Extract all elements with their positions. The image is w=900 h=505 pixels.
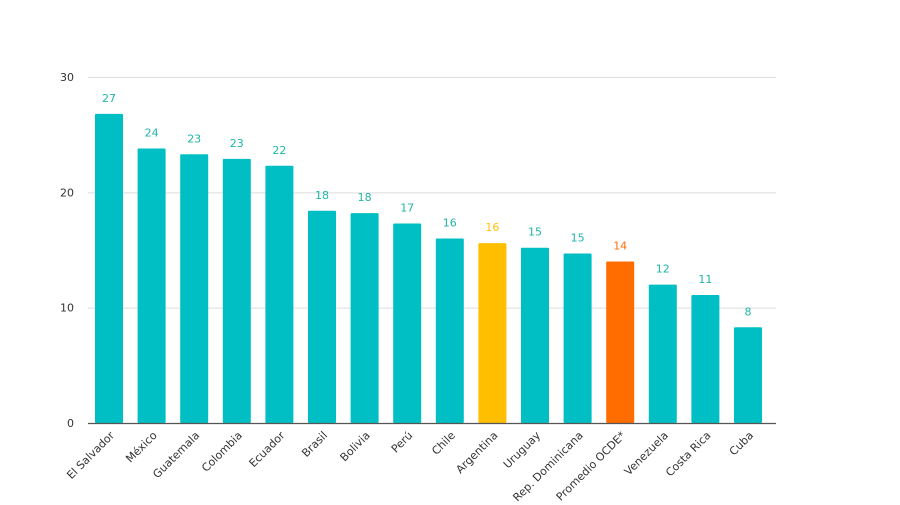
x-tick-label: Bolivia	[338, 429, 373, 464]
x-tick-label: El Salvador	[64, 429, 117, 482]
data-label: 14	[613, 240, 627, 253]
x-tick-label: Argentina	[453, 429, 500, 476]
data-label: 15	[571, 231, 585, 244]
y-tick-label: 0	[67, 417, 74, 430]
x-tick-label: Ecuador	[247, 429, 288, 470]
data-label: 12	[656, 263, 670, 276]
data-label: 18	[358, 191, 372, 204]
data-label: 15	[528, 226, 542, 239]
data-label: 16	[485, 221, 499, 234]
y-tick-label: 20	[60, 186, 74, 199]
x-tick-label: Brasil	[299, 429, 330, 460]
x-tick-label: Costa Rica	[663, 429, 713, 479]
bar-uruguay	[521, 247, 549, 423]
bar-guatemala	[180, 154, 209, 424]
x-tick-label: Colombia	[199, 429, 245, 475]
x-tick-label: Cuba	[727, 429, 756, 458]
bar-brasil	[308, 210, 336, 423]
x-tick-label: Chile	[429, 429, 458, 458]
data-label: 22	[272, 144, 286, 157]
bar-costa-rica	[691, 294, 720, 423]
data-label: 18	[315, 189, 329, 202]
bar-m-xico	[137, 148, 166, 424]
bar-colombia	[222, 158, 251, 424]
x-tick-label: Uruguay	[501, 429, 544, 472]
data-label: 23	[230, 137, 244, 150]
x-tick-label: México	[123, 429, 160, 466]
y-tick-label: 30	[60, 71, 74, 84]
bar-per-	[393, 223, 422, 423]
bar-el-salvador	[95, 113, 123, 423]
data-label: 23	[187, 132, 201, 145]
bar-venezuela	[648, 284, 677, 423]
y-axis-ticks: 0 10 20 30	[60, 71, 74, 430]
x-tick-label: Perú	[389, 429, 416, 456]
bar-bolivia	[350, 213, 379, 423]
bars	[95, 113, 762, 424]
data-labels: 27 24 23 23 22 18 18 17 16 16 15 15 14 12 11 8	[102, 92, 752, 318]
bar-promedio-ocde-	[606, 261, 635, 423]
data-label: 27	[102, 92, 116, 105]
data-label: 8	[745, 305, 752, 318]
bar-rep-dominicana	[563, 253, 592, 423]
data-label: 17	[400, 201, 414, 214]
data-label: 24	[145, 127, 159, 140]
bar-argentina	[478, 243, 507, 423]
data-label: 11	[698, 273, 712, 286]
bar-cuba	[734, 327, 762, 423]
data-label: 16	[443, 216, 457, 229]
y-tick-label: 10	[60, 302, 74, 315]
bar-ecuador	[265, 165, 294, 423]
bar-chile	[435, 238, 464, 423]
